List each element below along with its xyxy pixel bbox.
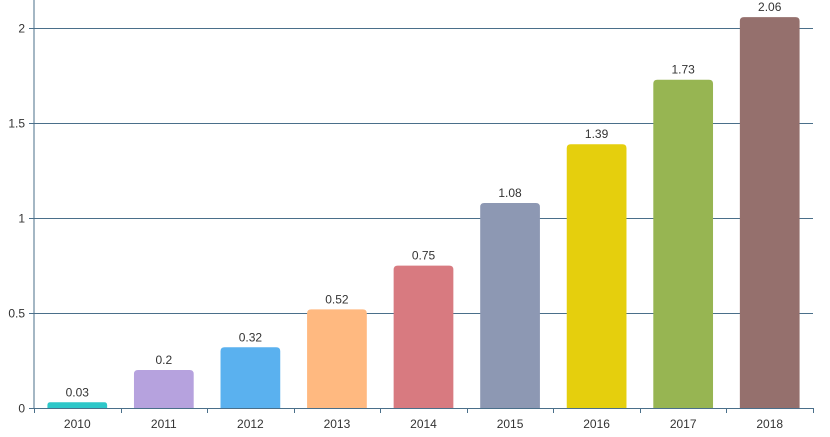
value-label-2014: 0.75 bbox=[412, 249, 436, 263]
bar-2016[interactable] bbox=[566, 144, 627, 408]
value-label-2016: 1.39 bbox=[585, 127, 609, 141]
bar-2015[interactable] bbox=[480, 203, 540, 408]
bars bbox=[47, 17, 800, 408]
value-label-2011: 0.2 bbox=[155, 353, 172, 367]
value-label-2012: 0.32 bbox=[239, 330, 263, 344]
value-label-2010: 0.03 bbox=[66, 385, 90, 399]
x-tick-label: 2014 bbox=[410, 417, 437, 431]
bar-2013[interactable] bbox=[307, 309, 367, 408]
y-tick-label: 2 bbox=[18, 22, 25, 36]
value-label-2018: 2.06 bbox=[758, 0, 782, 14]
x-tick-label: 2011 bbox=[151, 417, 177, 431]
x-tick-label: 2015 bbox=[497, 417, 524, 431]
y-axis: 0 0.5 1 1.5 2 bbox=[8, 0, 35, 416]
x-tick-label: 2016 bbox=[583, 417, 610, 431]
bar-2014[interactable] bbox=[393, 265, 454, 408]
y-tick-label: 1.5 bbox=[8, 117, 25, 131]
x-tick-label: 2012 bbox=[237, 417, 264, 431]
x-tick-label: 2013 bbox=[324, 417, 351, 431]
x-tick-label: 2010 bbox=[64, 417, 91, 431]
y-tick-label: 0.5 bbox=[8, 307, 25, 321]
value-label-2013: 0.52 bbox=[325, 292, 349, 306]
x-axis: 2010 2011 2012 2013 2014 2015 2016 2017 2018 bbox=[34, 408, 814, 431]
x-tick-label: 2018 bbox=[756, 417, 783, 431]
y-tick-label: 1 bbox=[18, 212, 25, 226]
bar-2017[interactable] bbox=[653, 79, 714, 408]
bar-2018[interactable] bbox=[739, 17, 800, 408]
data-labels: 0.03 0.2 0.32 0.52 0.75 1.08 1.39 1.73 2.06 bbox=[66, 0, 782, 399]
value-label-2015: 1.08 bbox=[498, 186, 522, 200]
value-label-2017: 1.73 bbox=[671, 63, 695, 77]
bar-2011[interactable] bbox=[133, 370, 194, 408]
bar-2010[interactable] bbox=[47, 402, 108, 408]
x-tick-label: 2017 bbox=[670, 417, 697, 431]
bar-2012[interactable] bbox=[220, 347, 281, 408]
y-tick-label: 0 bbox=[18, 402, 25, 416]
